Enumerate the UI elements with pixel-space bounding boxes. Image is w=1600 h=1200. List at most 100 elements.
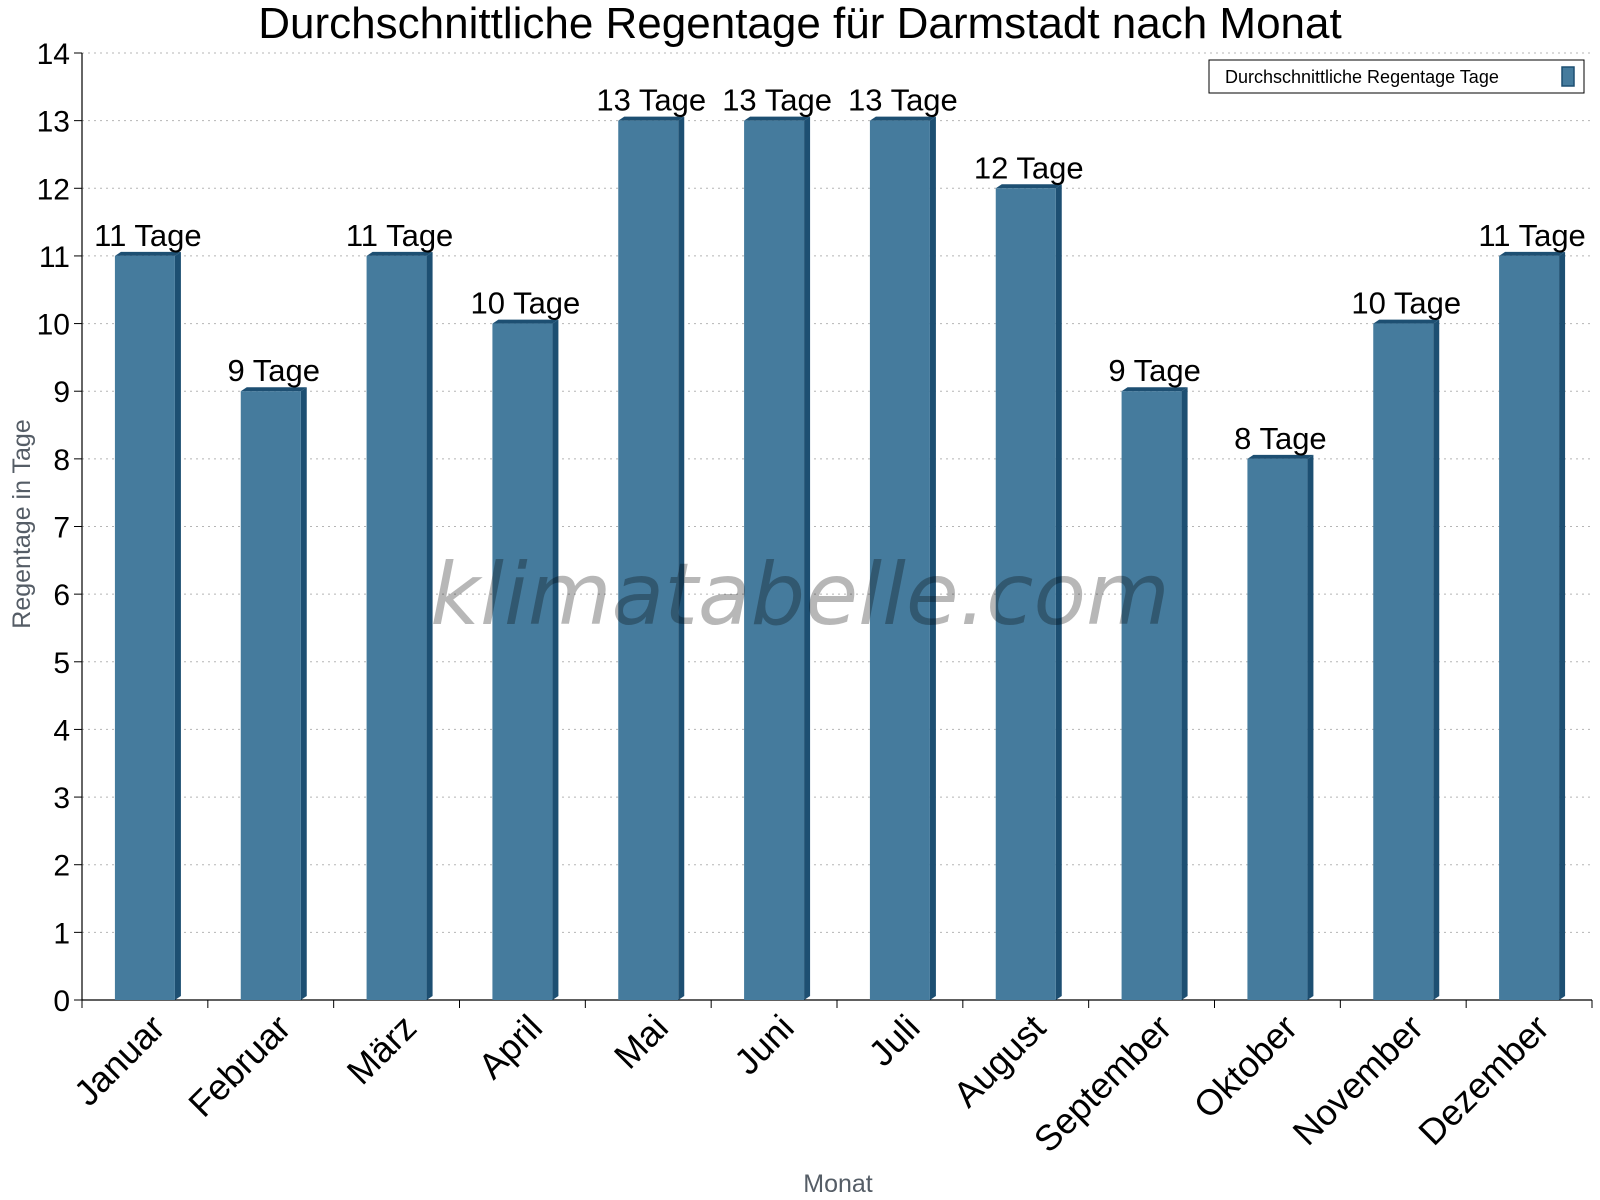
bar bbox=[995, 184, 1062, 1001]
y-axis-label: Regentage in Tage bbox=[8, 419, 36, 628]
bar bbox=[1499, 251, 1566, 1000]
bar-front bbox=[114, 255, 175, 1000]
grid-lines bbox=[82, 52, 1592, 933]
bar bbox=[240, 387, 307, 1000]
bar-front bbox=[366, 255, 427, 1000]
y-tick-label: 7 bbox=[53, 512, 70, 545]
bar-front bbox=[869, 120, 930, 1000]
bar-front bbox=[1121, 391, 1182, 1000]
bar bbox=[366, 251, 433, 1000]
watermark: klimatabelle.com bbox=[430, 545, 1170, 645]
bar-front bbox=[1247, 458, 1308, 1000]
bar-top bbox=[869, 116, 936, 121]
x-tick-label: November bbox=[1284, 1007, 1430, 1153]
bar-side bbox=[1559, 251, 1566, 1000]
data-label: 9 Tage bbox=[227, 353, 320, 388]
data-labels: 11 Tage 9 Tage 11 Tage 10 Tage 13 Tage 13 Tag… bbox=[94, 83, 1586, 456]
y-tick-label: 3 bbox=[53, 782, 70, 815]
data-label: 10 Tage bbox=[1351, 286, 1461, 321]
bar-side bbox=[426, 251, 433, 1000]
bar bbox=[618, 116, 685, 1000]
legend-swatch bbox=[1561, 66, 1575, 87]
x-axis-label: Monat bbox=[803, 1170, 873, 1198]
x-tick-label: April bbox=[470, 1007, 550, 1087]
bar bbox=[492, 319, 559, 1001]
bar-front bbox=[618, 120, 679, 1000]
y-tick-label: 9 bbox=[53, 376, 70, 409]
bar bbox=[114, 251, 181, 1000]
y-tick-label: 4 bbox=[53, 714, 70, 747]
data-label: 13 Tage bbox=[848, 83, 958, 118]
bar-top bbox=[114, 251, 181, 256]
bar-side bbox=[678, 116, 685, 1000]
bar-top bbox=[995, 184, 1062, 189]
chart-title: Durchschnittliche Regentage für Darmstad… bbox=[258, 0, 1341, 48]
bar-front bbox=[1499, 255, 1560, 1000]
bar-side bbox=[1307, 454, 1314, 1000]
bar bbox=[1373, 319, 1440, 1001]
x-tick-label: September bbox=[1026, 1007, 1180, 1161]
bars bbox=[114, 116, 1566, 1001]
bar-top bbox=[1373, 319, 1440, 324]
bar-top bbox=[492, 319, 559, 324]
data-label: 9 Tage bbox=[1108, 353, 1201, 388]
bar-front bbox=[995, 188, 1056, 1001]
bar-side bbox=[174, 251, 181, 1000]
y-tick-label: 0 bbox=[53, 985, 70, 1018]
bar-side bbox=[1055, 184, 1062, 1001]
bar-side bbox=[804, 116, 811, 1000]
x-tick-label: Januar bbox=[66, 1007, 173, 1114]
bar-top bbox=[744, 116, 811, 121]
legend-label: Durchschnittliche Regentage Tage bbox=[1225, 67, 1499, 87]
legend-box bbox=[1208, 59, 1585, 94]
y-tick-label: 11 bbox=[39, 241, 70, 274]
data-label: 8 Tage bbox=[1234, 421, 1327, 456]
x-tick-label: Februar bbox=[180, 1007, 298, 1125]
y-tick-label: 12 bbox=[37, 173, 70, 206]
data-label: 13 Tage bbox=[722, 83, 832, 118]
axes bbox=[81, 53, 1593, 1008]
y-tick-label: 5 bbox=[53, 647, 70, 680]
x-tick-label: Mai bbox=[606, 1007, 676, 1077]
y-tick-label: 2 bbox=[53, 850, 70, 883]
y-tick-label: 1 bbox=[53, 917, 70, 950]
bar-top bbox=[1121, 387, 1188, 392]
x-tick-label: Juli bbox=[860, 1007, 927, 1074]
bar-front bbox=[240, 391, 301, 1000]
bar-top bbox=[366, 251, 433, 256]
legend: Durchschnittliche Regentage Tage bbox=[1208, 59, 1585, 94]
y-tick-label: 6 bbox=[53, 579, 70, 612]
y-tick-label: 8 bbox=[53, 444, 70, 477]
y-tick-label: 10 bbox=[37, 309, 70, 342]
bar bbox=[1247, 454, 1314, 1000]
y-tick-label: 13 bbox=[37, 106, 70, 139]
bar-front bbox=[744, 120, 805, 1000]
bar-front bbox=[1373, 323, 1434, 1001]
y-tick-label: 14 bbox=[37, 38, 70, 71]
bar-top bbox=[240, 387, 307, 392]
bar-top bbox=[618, 116, 685, 121]
bar bbox=[744, 116, 811, 1000]
data-label: 11 Tage bbox=[1478, 218, 1585, 253]
bar-side bbox=[929, 116, 936, 1000]
data-label: 12 Tage bbox=[974, 150, 1084, 185]
data-label: 10 Tage bbox=[471, 286, 581, 321]
data-label: 13 Tage bbox=[596, 83, 706, 118]
x-ticks: Januar Februar März April Mai Juni Juli AugustS… bbox=[66, 1007, 1557, 1161]
bar-top bbox=[1247, 454, 1314, 459]
data-label: 11 Tage bbox=[94, 218, 201, 253]
x-tick-label: März bbox=[339, 1007, 425, 1093]
bar-side bbox=[300, 387, 307, 1000]
bar-top bbox=[1499, 251, 1566, 256]
bar bbox=[869, 116, 936, 1000]
data-label: 11 Tage bbox=[346, 218, 453, 253]
x-tick-label: August bbox=[945, 1007, 1053, 1115]
x-tick-label: Dezember bbox=[1410, 1007, 1556, 1153]
bar-side bbox=[1433, 319, 1440, 1001]
bar-side bbox=[552, 319, 559, 1001]
bar-front bbox=[492, 323, 553, 1001]
bar-side bbox=[1181, 387, 1188, 1000]
x-tick-label: Juni bbox=[726, 1007, 802, 1083]
